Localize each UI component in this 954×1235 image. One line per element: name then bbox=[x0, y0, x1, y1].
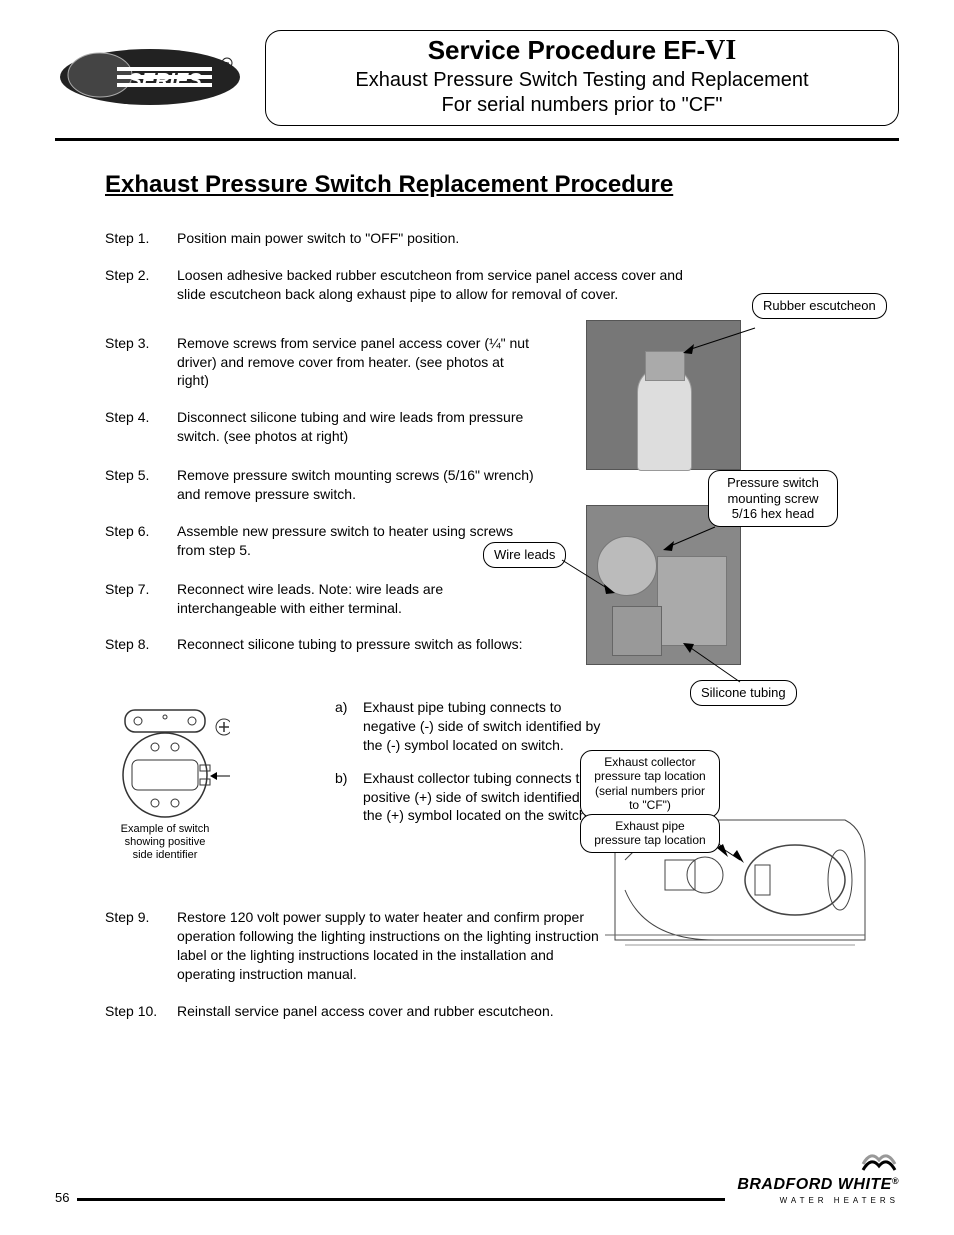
page-header: SERIES R Service Procedure EF-VI Exhaust… bbox=[55, 30, 899, 141]
switch-caption: Example of switch showing positive side … bbox=[115, 823, 215, 863]
brand-logo: BRADFORD WHITE® WATER HEATERS bbox=[737, 1152, 899, 1205]
step-5: Step 5.Remove pressure switch mounting s… bbox=[105, 466, 535, 504]
title-prefix: Service Procedure EF- bbox=[428, 35, 705, 65]
footer-rule bbox=[77, 1198, 725, 1201]
steps-after: Step 9.Restore 120 volt power supply to … bbox=[105, 908, 615, 1038]
brand-tagline: WATER HEATERS bbox=[737, 1196, 899, 1205]
title-main: Service Procedure EF-VI bbox=[284, 35, 880, 67]
step-3: Step 3.Remove screws from service panel … bbox=[105, 334, 535, 391]
step-2: Step 2.Loosen adhesive backed rubber esc… bbox=[105, 266, 695, 304]
section-title: Exhaust Pressure Switch Replacement Proc… bbox=[105, 171, 899, 199]
arrow-silicone bbox=[680, 640, 750, 685]
callout-collector: Exhaust collector pressure tap location … bbox=[580, 750, 720, 818]
step-4: Step 4.Disconnect silicone tubing and wi… bbox=[105, 408, 535, 446]
page-number: 56 bbox=[55, 1190, 69, 1205]
step-8: Step 8.Reconnect silicone tubing to pres… bbox=[105, 635, 535, 654]
step-1: Step 1.Position main power switch to "OF… bbox=[105, 229, 535, 248]
series-logo: SERIES R bbox=[55, 30, 245, 115]
callout-pipe: Exhaust pipe pressure tap location bbox=[580, 814, 720, 853]
callout-rubber: Rubber escutcheon bbox=[752, 293, 887, 319]
page-footer: 56 BRADFORD WHITE® WATER HEATERS bbox=[55, 1152, 899, 1205]
subtitle-1: Exhaust Pressure Switch Testing and Repl… bbox=[284, 69, 880, 92]
svg-text:R: R bbox=[224, 62, 229, 69]
step-7: Step 7.Reconnect wire leads. Note: wire … bbox=[105, 580, 535, 618]
arrow-to-switch bbox=[210, 770, 230, 782]
brand-name: BRADFORD WHITE® bbox=[737, 1176, 899, 1194]
subtitle-2: For serial numbers prior to "CF" bbox=[284, 94, 880, 117]
title-suffix: VI bbox=[705, 35, 736, 66]
arrow-rubber bbox=[680, 326, 760, 356]
callout-wire: Wire leads bbox=[483, 542, 566, 568]
step-10: Step 10.Reinstall service panel access c… bbox=[105, 1002, 615, 1021]
steps-list: Step 1.Position main power switch to "OF… bbox=[105, 229, 535, 654]
step-9: Step 9.Restore 120 volt power supply to … bbox=[105, 908, 615, 984]
arrow-wire bbox=[560, 558, 620, 598]
callout-mount: Pressure switch mounting screw 5/16 hex … bbox=[708, 470, 838, 527]
step-6: Step 6.Assemble new pressure switch to h… bbox=[105, 522, 535, 560]
svg-text:SERIES: SERIES bbox=[128, 70, 202, 92]
switch-diagram bbox=[120, 705, 230, 820]
title-box: Service Procedure EF-VI Exhaust Pressure… bbox=[265, 30, 899, 126]
arrow-mount bbox=[660, 525, 720, 555]
